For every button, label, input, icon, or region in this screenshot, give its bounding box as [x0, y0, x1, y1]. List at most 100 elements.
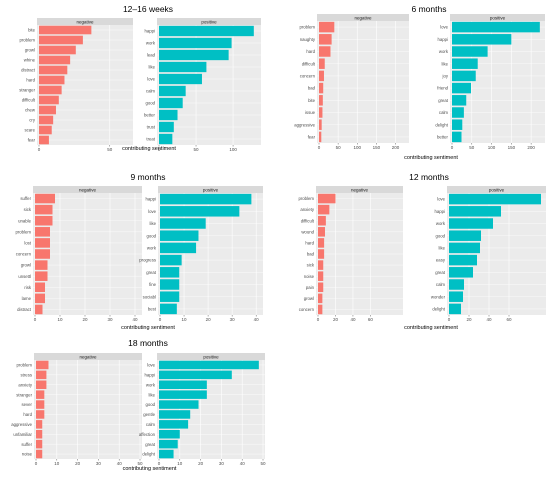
- bar-positive: [159, 25, 254, 37]
- category-label: easy: [436, 258, 446, 263]
- bar-positive: [449, 230, 481, 241]
- x-tick-label: 200: [392, 145, 400, 150]
- category-label: delight: [142, 452, 155, 457]
- chart-title: 6 months: [412, 4, 447, 14]
- bar-negative: [36, 420, 43, 429]
- chart-title: 12–16 weeks: [123, 4, 173, 14]
- category-label: work: [436, 221, 446, 226]
- facet-strip-label: positive: [203, 187, 219, 192]
- bar-negative: [36, 429, 43, 439]
- chart-title: 12 months: [409, 172, 449, 182]
- category-label: concern: [300, 74, 316, 79]
- category-label: distract: [17, 307, 32, 312]
- category-label: noise: [22, 452, 33, 457]
- x-tick-label: 20: [333, 317, 339, 322]
- facet-positive: positive love happi work like good gentle calm a…: [139, 353, 266, 466]
- bar-negative: [39, 25, 92, 35]
- facet-strip: [37, 18, 133, 25]
- bar-positive: [452, 131, 462, 143]
- bar-negative: [318, 282, 324, 293]
- bar-positive: [159, 109, 178, 121]
- category-label: gentle: [143, 412, 155, 417]
- category-label: unable: [18, 218, 32, 223]
- category-label: difficult: [301, 218, 315, 223]
- x-tick-label: 50: [107, 147, 113, 152]
- facet-positive: positive happi love like good work progress gre…: [139, 186, 263, 322]
- x-tick-label: 60: [368, 317, 374, 322]
- category-label: love: [148, 209, 156, 214]
- category-label: work: [147, 246, 157, 251]
- category-label: naughty: [300, 37, 316, 42]
- bar-positive: [160, 218, 206, 229]
- bar-negative: [35, 193, 55, 204]
- category-label: good: [435, 233, 445, 238]
- category-label: happi: [145, 197, 156, 202]
- category-label: great: [435, 270, 446, 275]
- category-label: trust: [147, 125, 156, 130]
- category-label: cry: [29, 118, 36, 123]
- x-axis-label: contributing sentiment: [121, 325, 175, 331]
- bar-negative: [319, 34, 332, 45]
- facet-strip-label: positive: [489, 187, 505, 192]
- x-tick-label: 0: [451, 145, 454, 150]
- category-label: aggressive: [294, 122, 315, 127]
- bar-positive: [159, 400, 199, 409]
- category-label: hard: [26, 78, 35, 83]
- bar-positive: [159, 73, 202, 85]
- category-label: fear: [308, 135, 316, 140]
- facet-strip: [33, 186, 142, 193]
- bar-positive: [160, 242, 197, 254]
- x-tick-label: 0: [317, 317, 320, 322]
- category-label: bad: [307, 252, 315, 257]
- x-tick-label: 0: [38, 147, 41, 152]
- x-tick-label: 60: [506, 317, 512, 322]
- bar-negative: [318, 215, 326, 226]
- bar-positive: [449, 193, 541, 205]
- bar-positive: [452, 34, 512, 45]
- category-label: like: [150, 221, 157, 226]
- x-tick-label: 20: [206, 317, 212, 322]
- category-label: best: [148, 307, 157, 312]
- category-label: growl: [21, 263, 31, 268]
- x-tick-label: 0: [34, 317, 37, 322]
- category-label: sick: [24, 207, 32, 212]
- bar-negative: [39, 125, 52, 135]
- x-tick-label: 50: [469, 145, 475, 150]
- category-label: better: [144, 113, 156, 118]
- category-label: suffer: [21, 442, 32, 447]
- category-label: joy: [442, 74, 449, 79]
- bar-positive: [449, 254, 477, 266]
- bar-positive: [449, 218, 493, 229]
- bar-negative: [39, 135, 49, 145]
- category-label: problem: [299, 25, 315, 30]
- facet-strip: [157, 353, 265, 360]
- bar-positive: [159, 121, 174, 133]
- bar-negative: [319, 107, 323, 118]
- category-label: work: [146, 41, 156, 46]
- category-label: growl: [25, 48, 35, 53]
- category-label: like: [442, 61, 449, 66]
- bar-negative: [36, 439, 43, 449]
- bar-positive: [160, 193, 252, 205]
- facet-negative: negative suffer sick unable problem lost conce…: [15, 186, 142, 322]
- facet-strip-label: negative: [79, 354, 97, 359]
- category-label: pain: [306, 285, 315, 290]
- facet-strip-label: negative: [354, 15, 372, 20]
- category-label: love: [437, 197, 445, 202]
- facet-strip-label: positive: [203, 354, 219, 359]
- bar-positive: [159, 360, 259, 370]
- category-label: fine: [149, 282, 157, 287]
- bar-negative: [39, 75, 65, 85]
- bar-positive: [160, 254, 182, 266]
- x-tick-label: 10: [57, 317, 63, 322]
- bar-negative: [35, 204, 53, 215]
- category-label: work: [439, 49, 449, 54]
- category-label: whine: [24, 58, 36, 63]
- category-label: stress: [21, 372, 32, 377]
- category-label: delight: [432, 307, 445, 312]
- bar-negative: [35, 227, 50, 237]
- category-label: good: [145, 402, 155, 407]
- bar-negative: [319, 95, 323, 106]
- category-label: progress: [139, 258, 156, 263]
- x-tick-label: 0: [158, 147, 161, 152]
